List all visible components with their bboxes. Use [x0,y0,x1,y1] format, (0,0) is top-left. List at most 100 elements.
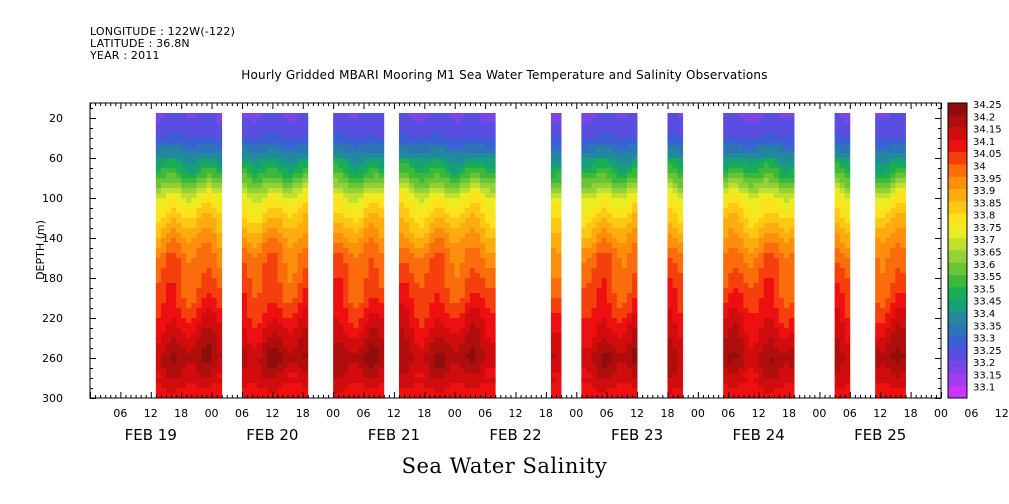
heatmap-cell [556,308,562,314]
heatmap-cell [267,218,273,224]
heatmap-cell [591,128,597,134]
heatmap-cell [596,313,603,319]
heatmap-cell [677,203,684,209]
heatmap-cell [277,123,283,129]
heatmap-cell [616,208,623,214]
heatmap-cell [302,263,309,269]
heatmap-cell [469,318,476,324]
heatmap-cell [789,328,795,334]
heatmap-cell [404,368,410,374]
heatmap-cell [378,128,385,134]
heatmap-cell [606,118,613,124]
heatmap-cell [632,343,638,349]
heatmap-cell [171,118,177,124]
heatmap-cell [165,353,172,359]
heatmap-cell [733,123,739,129]
heatmap-cell [419,363,425,369]
heatmap-cell [191,143,197,149]
heatmap-cell [444,163,451,169]
heatmap-cell [181,363,187,369]
heatmap-cell [753,383,760,389]
heatmap-cell [556,363,562,369]
heatmap-cell [368,238,375,244]
heatmap-cell [338,283,344,289]
heatmap-cell [267,128,273,134]
heatmap-cell [469,248,476,254]
heatmap-cell [439,288,445,294]
heatmap-cell [434,378,440,384]
heatmap-cell [409,148,415,154]
heatmap-cell [480,173,486,179]
heatmap-cell [196,283,202,289]
heatmap-cell [368,163,375,169]
heatmap-cell [454,233,461,239]
heatmap-cell [196,198,202,204]
heatmap-cell [277,218,283,224]
heatmap-cell [469,263,476,269]
heatmap-cell [621,193,628,199]
heatmap-cell [789,258,795,264]
heatmap-cell [449,243,456,249]
heatmap-cell [353,293,359,299]
heatmap-cell [469,223,476,229]
heatmap-cell [616,303,623,309]
heatmap-cell [424,308,430,314]
heatmap-cell [783,193,790,199]
heatmap-cell [601,203,608,209]
heatmap-cell [302,168,309,174]
heatmap-cell [763,193,770,199]
heatmap-cell [262,123,268,129]
heatmap-cell [753,148,760,154]
heatmap-cell [743,228,749,234]
heatmap-cell [789,318,795,324]
heatmap-cell [834,223,841,229]
heatmap-cell [409,163,415,169]
heatmap-cell [667,378,673,384]
heatmap-cell [176,218,182,224]
heatmap-cell [348,343,354,349]
heatmap-cell [672,243,678,249]
heatmap-cell [844,168,851,174]
heatmap-cell [586,393,592,399]
heatmap-cell [556,373,562,379]
heatmap-cell [677,338,684,344]
heatmap-cell [632,248,638,254]
heatmap-cell [302,213,309,219]
heatmap-cell [667,248,673,254]
heatmap-cell [743,368,749,374]
heatmap-cell [459,133,466,139]
heatmap-cell [201,168,207,174]
heatmap-cell [338,138,344,144]
heatmap-cell [282,123,288,129]
heatmap-cell [667,273,673,279]
heatmap-cell [206,258,212,264]
heatmap-cell [171,338,177,344]
heatmap-cell [667,368,673,374]
heatmap-cell [414,143,420,149]
heatmap-cell [454,378,461,384]
heatmap-cell [241,318,248,324]
heatmap-cell [596,143,603,149]
heatmap-cell [464,233,471,239]
heatmap-cell [287,363,294,369]
heatmap-cell [368,233,375,239]
heatmap-cell [596,378,603,384]
heatmap-cell [171,353,177,359]
heatmap-cell [454,373,461,379]
heatmap-cell [358,373,364,379]
heatmap-cell [191,383,197,389]
heatmap-cell [211,358,218,364]
heatmap-cell [672,148,678,154]
heatmap-cell [459,228,466,234]
heatmap-cell [783,213,790,219]
heatmap-cell [556,168,562,174]
heatmap-cell [789,208,795,214]
heatmap-cell [763,188,770,194]
heatmap-cell [241,273,248,279]
heatmap-cell [480,178,486,184]
heatmap-cell [282,283,288,289]
heatmap-cell [454,238,461,244]
heatmap-cell [586,343,592,349]
heatmap-cell [292,143,299,149]
heatmap-cell [252,123,258,129]
